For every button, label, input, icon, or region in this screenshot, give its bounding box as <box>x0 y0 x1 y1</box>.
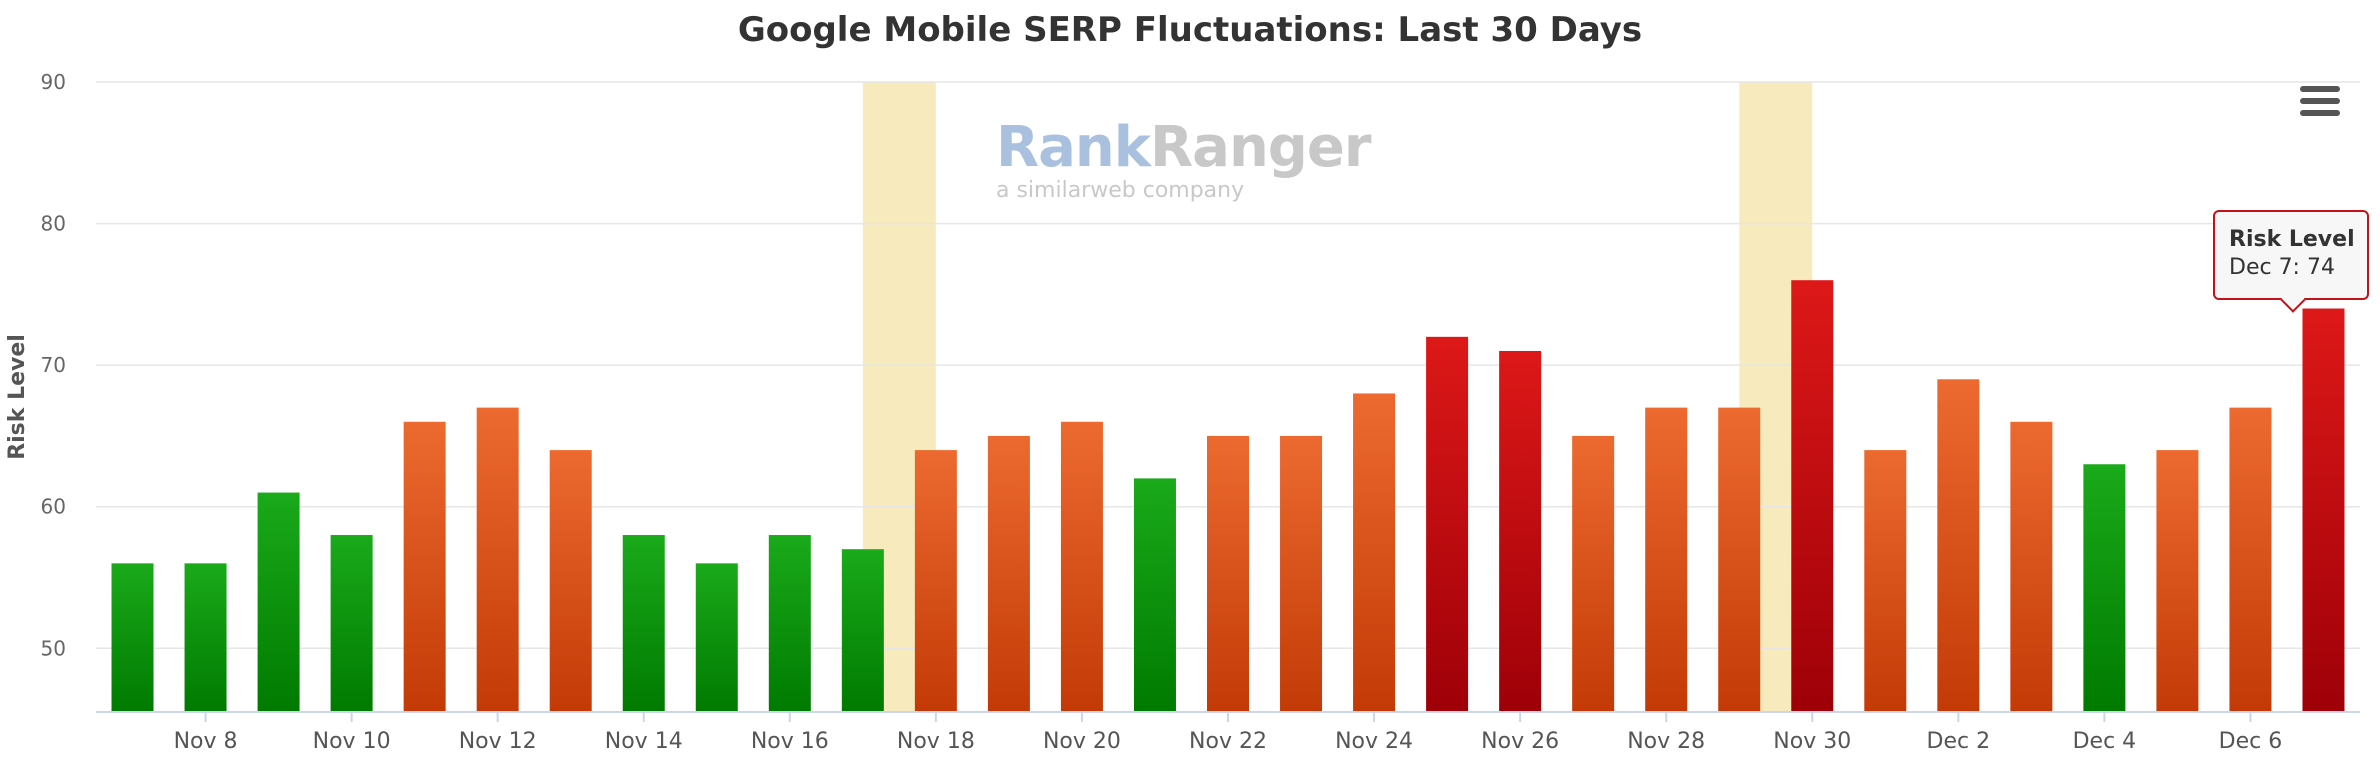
bar-nov-27[interactable] <box>1572 435 1615 712</box>
y-tick-label: 60 <box>41 495 66 519</box>
rankranger-watermark: RankRanger a similarweb company <box>996 115 1372 204</box>
bar-nov-17[interactable] <box>841 549 884 712</box>
x-tick-label: Dec 6 <box>2219 729 2283 754</box>
bar-dec-7[interactable] <box>2302 308 2345 712</box>
bar-nov-24[interactable] <box>1353 393 1396 712</box>
y-tick-label: 90 <box>41 70 66 94</box>
x-tick-label: Nov 24 <box>1335 729 1413 754</box>
x-tick-label: Dec 4 <box>2073 729 2137 754</box>
bar-nov-26[interactable] <box>1499 350 1542 712</box>
y-axis-label: Risk Level <box>5 334 30 460</box>
bar-nov-10[interactable] <box>330 535 373 712</box>
bar-nov-13[interactable] <box>549 450 592 712</box>
x-tick-label: Dec 2 <box>1927 729 1991 754</box>
bar-nov-7[interactable] <box>111 563 154 712</box>
x-tick-label: Nov 30 <box>1773 729 1851 754</box>
hamburger-menu-icon[interactable] <box>2300 86 2340 120</box>
tooltip-text: Dec 7: 74 <box>2229 255 2335 280</box>
bar-nov-15[interactable] <box>695 563 738 712</box>
x-tick-label: Nov 8 <box>174 729 238 754</box>
bar-dec-4[interactable] <box>2083 464 2126 712</box>
bar-dec-6[interactable] <box>2229 407 2272 712</box>
y-tick-label: 70 <box>41 353 66 377</box>
bar-nov-25[interactable] <box>1426 336 1469 712</box>
bar-nov-9[interactable] <box>257 492 300 712</box>
bar-nov-22[interactable] <box>1207 435 1249 712</box>
bar-nov-16[interactable] <box>768 535 811 712</box>
y-tick-label: 80 <box>41 212 66 236</box>
watermark-brand-rank: Rank <box>996 115 1151 180</box>
x-tick-label: Nov 14 <box>605 729 683 754</box>
x-tick-label: Nov 10 <box>313 729 391 754</box>
x-tick-label: Nov 20 <box>1043 729 1121 754</box>
bar-nov-29[interactable] <box>1718 407 1761 712</box>
x-tick-label: Nov 18 <box>897 729 975 754</box>
bar-dec-3[interactable] <box>2010 421 2053 712</box>
bar-nov-14[interactable] <box>622 535 665 712</box>
x-tick-label: Nov 16 <box>751 729 829 754</box>
bar-nov-20[interactable] <box>1060 421 1103 712</box>
watermark-brand-ranger: Ranger <box>1150 115 1371 180</box>
bar-nov-12[interactable] <box>476 407 519 712</box>
bar-nov-30[interactable] <box>1791 280 1834 712</box>
tooltip: Risk Level Dec 7: 74 <box>2213 210 2369 313</box>
x-tick-label: Nov 28 <box>1627 729 1705 754</box>
x-tick-label: Nov 22 <box>1189 729 1267 754</box>
x-tick-label: Nov 26 <box>1481 729 1559 754</box>
bar-nov-23[interactable] <box>1280 435 1323 712</box>
bar-nov-19[interactable] <box>987 435 1030 712</box>
bar-nov-21[interactable] <box>1133 478 1176 712</box>
x-tick-label: Nov 12 <box>459 729 537 754</box>
chart-title: Google Mobile SERP Fluctuations: Last 30… <box>737 10 1643 50</box>
bar-nov-28[interactable] <box>1645 407 1688 712</box>
y-tick-label: 50 <box>41 636 66 660</box>
bar-dec-2[interactable] <box>1937 379 1980 712</box>
tooltip-title: Risk Level <box>2229 227 2355 252</box>
watermark-subtitle: a similarweb company <box>996 178 1245 203</box>
bar-dec-1[interactable] <box>1864 450 1907 712</box>
bar-nov-11[interactable] <box>403 421 446 712</box>
bar-nov-8[interactable] <box>184 563 227 712</box>
bar-nov-18[interactable] <box>914 450 957 712</box>
bar-dec-5[interactable] <box>2156 450 2199 712</box>
